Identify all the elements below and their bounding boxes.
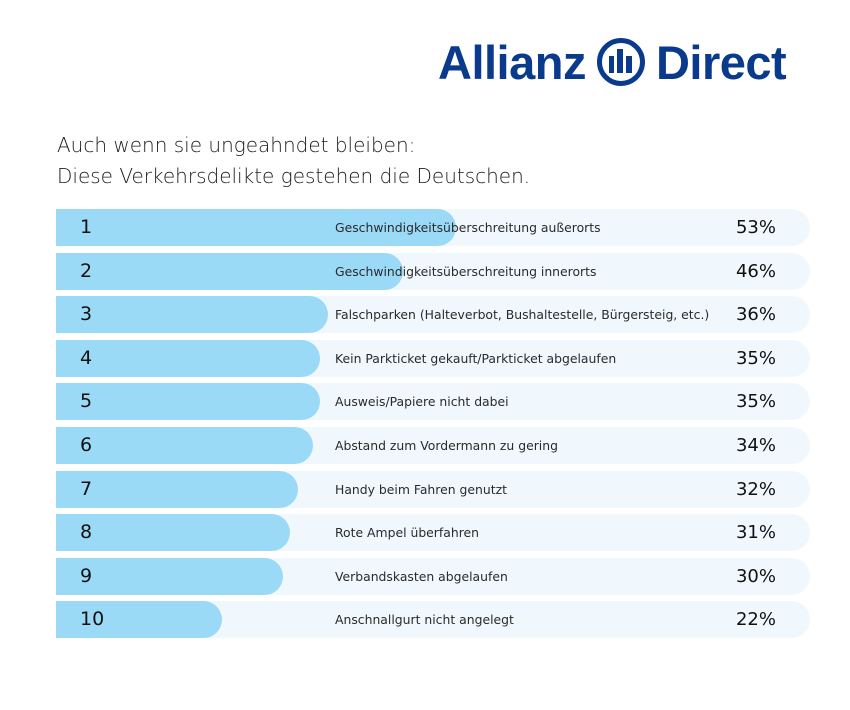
bar-row: 3 Falschparken (Halteverbot, Bushaltestel…: [56, 296, 810, 334]
value-label: 35%: [735, 391, 776, 413]
rank-number: 3: [80, 303, 93, 326]
value-label: 30%: [735, 565, 776, 587]
bar-row: 2 Geschwindigkeitsüberschreitung innerort…: [56, 252, 810, 290]
bar-row: 6 Abstand zum Vordermann zu gering 34%: [56, 427, 810, 464]
category-label: Abstand zum Vordermann zu gering: [335, 438, 558, 453]
bar-fill: [56, 470, 298, 508]
logo-text-direct: Direct: [655, 35, 787, 89]
rank-number: 4: [80, 346, 93, 369]
category-label: Kein Parkticket gekauft/Parkticket abgel…: [335, 350, 617, 366]
rank-number: 7: [80, 477, 93, 500]
rank-number: 8: [80, 521, 93, 544]
category-label: Anschnallgurt nicht angelegt: [335, 612, 514, 628]
bar-fill: [56, 514, 291, 552]
bar-fill: [56, 209, 457, 246]
value-label: 32%: [735, 478, 776, 500]
category-label: Falschparken (Halteverbot, Bushaltestell…: [335, 307, 710, 323]
category-label: Ausweis/Papiere nicht dabei: [335, 394, 509, 410]
category-label: Handy beim Fahren genutzt: [335, 481, 507, 497]
rank-number: 1: [80, 216, 93, 238]
value-label: 36%: [735, 304, 776, 326]
bar-fill: [56, 601, 223, 639]
title-line-1: Auch wenn sie ungeahndet bleiben:: [57, 133, 416, 157]
category-label: Geschwindigkeitsüberschreitung außerorts: [335, 220, 601, 235]
bar-row: 1 Geschwindigkeitsüberschreitung außerort…: [56, 209, 810, 246]
allianz-direct-logo: Allianz Direct: [438, 34, 787, 90]
value-label: 22%: [735, 609, 776, 631]
rank-number: 5: [80, 390, 93, 413]
bar-fill: [56, 339, 321, 377]
category-label: Rote Ampel überfahren: [335, 525, 480, 541]
value-label: 31%: [735, 522, 776, 544]
allianz-eagle-bars-icon: [596, 38, 645, 86]
bar-fill: [56, 427, 313, 464]
bar-fill: [56, 252, 404, 290]
rank-number: 10: [80, 608, 105, 631]
bar-fill: [56, 296, 328, 334]
rank-number: 6: [80, 434, 93, 456]
value-label: 35%: [735, 347, 776, 369]
bar-fill: [56, 557, 283, 595]
title-line-2: Diese Verkehrsdelikte gestehen die Deuts…: [57, 164, 531, 188]
bar-row: 8 Rote Ampel überfahren 31%: [56, 514, 810, 552]
value-label: 34%: [735, 435, 776, 456]
bar-row: 7 Handy beim Fahren genutzt 32%: [56, 470, 810, 508]
bar-row: 5 Ausweis/Papiere nicht dabei 35%: [56, 383, 810, 421]
value-label: 46%: [735, 260, 776, 282]
bar-row: 4 Kein Parkticket gekauft/Parkticket abge…: [56, 339, 810, 377]
bar-fill: [56, 383, 321, 421]
chart-title: Auch wenn sie ungeahndet bleiben: Diese …: [57, 130, 530, 192]
logo-text-allianz: Allianz: [438, 35, 586, 89]
category-label: Geschwindigkeitsüberschreitung innerorts: [335, 263, 597, 279]
category-label: Verbandskasten abgelaufen: [335, 568, 508, 584]
value-label: 53%: [735, 217, 776, 238]
rank-number: 9: [80, 564, 93, 587]
bar-row: 10 Anschnallgurt nicht angelegt 22%: [56, 601, 810, 639]
bar-row: 9 Verbandskasten abgelaufen 30%: [56, 557, 810, 595]
rank-number: 2: [80, 259, 93, 282]
